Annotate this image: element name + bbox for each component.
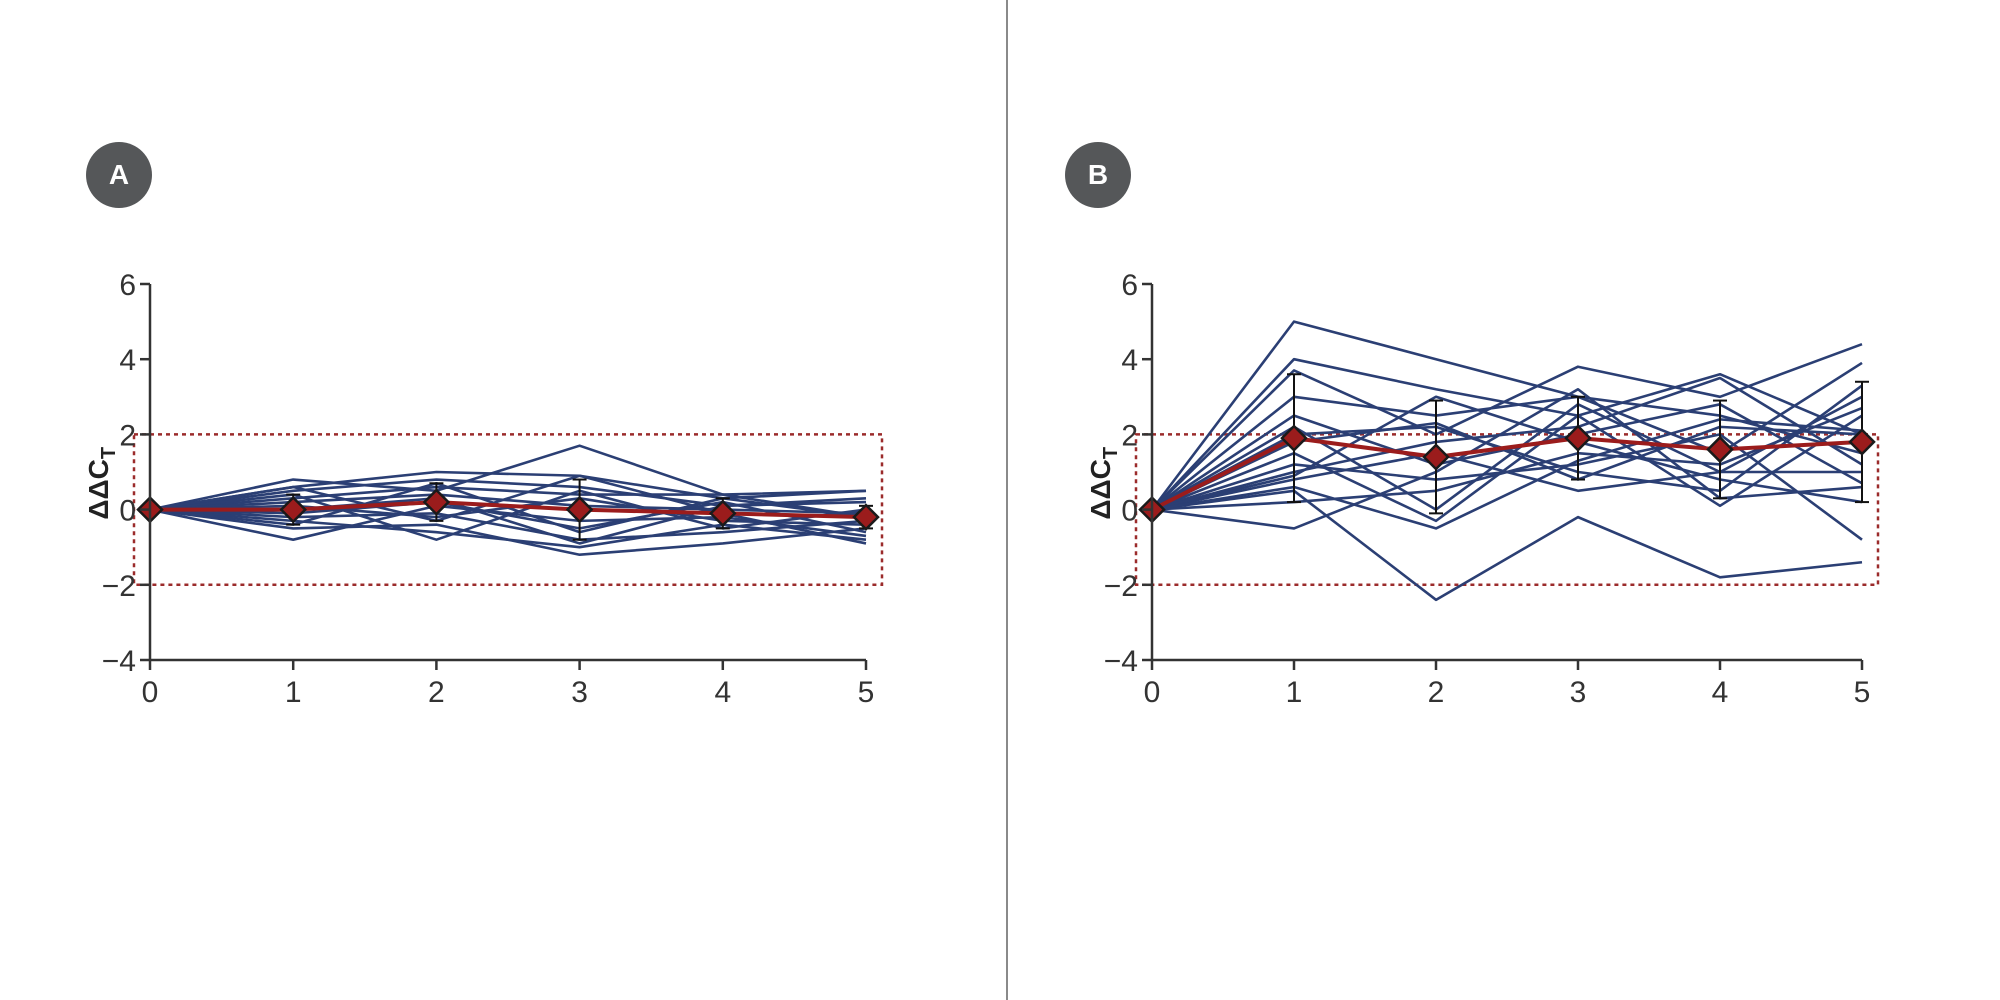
series-line-2 xyxy=(1151,357,1863,511)
mean-line xyxy=(1151,436,1863,512)
y-tick-label: 0 xyxy=(119,495,136,528)
x-tick-label: 5 xyxy=(858,676,875,709)
x-tick-label: 0 xyxy=(142,676,159,709)
panel-a-badge: A xyxy=(86,142,152,208)
mean-marker-5 xyxy=(852,503,880,531)
mean-line xyxy=(150,500,867,520)
x-tick-label: 4 xyxy=(714,676,731,709)
mean-marker-1 xyxy=(279,495,307,524)
y-tick-label: 6 xyxy=(1121,269,1138,302)
series-line-10 xyxy=(149,508,867,557)
series-line-11 xyxy=(149,504,867,541)
series-line-14 xyxy=(149,474,867,545)
series-line-4 xyxy=(149,485,867,519)
series-line-12 xyxy=(1151,387,1863,530)
y-tick-label: −4 xyxy=(1104,645,1138,678)
series-line-5 xyxy=(149,493,867,515)
panel-b-badge: B xyxy=(1065,142,1131,208)
y-axis-label: ΔΔCT xyxy=(83,447,120,520)
series-line-7 xyxy=(1151,414,1863,523)
y-tick-label: 0 xyxy=(1121,495,1138,528)
mean-marker-5 xyxy=(1848,428,1876,456)
series-line-14 xyxy=(1151,395,1863,511)
mean-marker-3 xyxy=(1564,424,1592,452)
mean-marker-2 xyxy=(1422,443,1450,471)
panel-b-label: B xyxy=(1087,159,1109,190)
series-line-4 xyxy=(1151,361,1863,511)
mean-marker-4 xyxy=(1706,435,1734,464)
y-axis-label-subscript: T xyxy=(1100,447,1122,459)
y-tick-label: 2 xyxy=(1121,419,1138,452)
x-tick-label: 1 xyxy=(285,676,302,709)
x-tick-label: 0 xyxy=(1144,676,1161,709)
x-tick-label: 4 xyxy=(1712,676,1729,709)
mean-marker-1 xyxy=(1280,424,1308,452)
y-tick-label: 2 xyxy=(119,419,136,452)
panel-divider xyxy=(1006,0,1008,1000)
y-axis-label-main: ΔΔC xyxy=(83,459,114,519)
y-axis-label-subscript: T xyxy=(98,447,120,459)
series-line-17 xyxy=(1151,418,1863,530)
y-tick-label: −2 xyxy=(102,570,136,603)
series-line-3 xyxy=(1151,342,1863,511)
mean-marker-3 xyxy=(565,495,594,524)
x-tick-label: 3 xyxy=(571,676,588,709)
series-line-8 xyxy=(149,508,867,541)
panel-a-label: A xyxy=(108,159,130,190)
x-tick-label: 5 xyxy=(1854,676,1871,709)
x-tick-label: 2 xyxy=(1428,676,1445,709)
y-tick-label: 6 xyxy=(119,269,136,302)
y-axis-label-main: ΔΔC xyxy=(1085,459,1116,519)
series-line-10 xyxy=(1151,489,1863,602)
x-tick-label: 2 xyxy=(428,676,445,709)
series-line-15 xyxy=(1151,395,1863,511)
mean-marker-4 xyxy=(709,499,737,528)
y-axis-label: ΔΔCT xyxy=(1085,447,1122,520)
mean-marker-2 xyxy=(422,488,451,516)
x-tick-label: 3 xyxy=(1570,676,1587,709)
series-line-16 xyxy=(1151,376,1863,511)
y-tick-label: −2 xyxy=(1104,570,1138,603)
series-line-11 xyxy=(1151,406,1863,511)
series-line-1 xyxy=(149,444,867,511)
threshold-band xyxy=(132,433,884,587)
y-tick-label: 4 xyxy=(119,344,136,377)
y-tick-label: 4 xyxy=(1121,344,1138,377)
series-line-13 xyxy=(1151,421,1863,511)
series-line-12 xyxy=(149,489,867,541)
y-tick-label: −4 xyxy=(102,645,136,678)
x-tick-label: 1 xyxy=(1286,676,1303,709)
